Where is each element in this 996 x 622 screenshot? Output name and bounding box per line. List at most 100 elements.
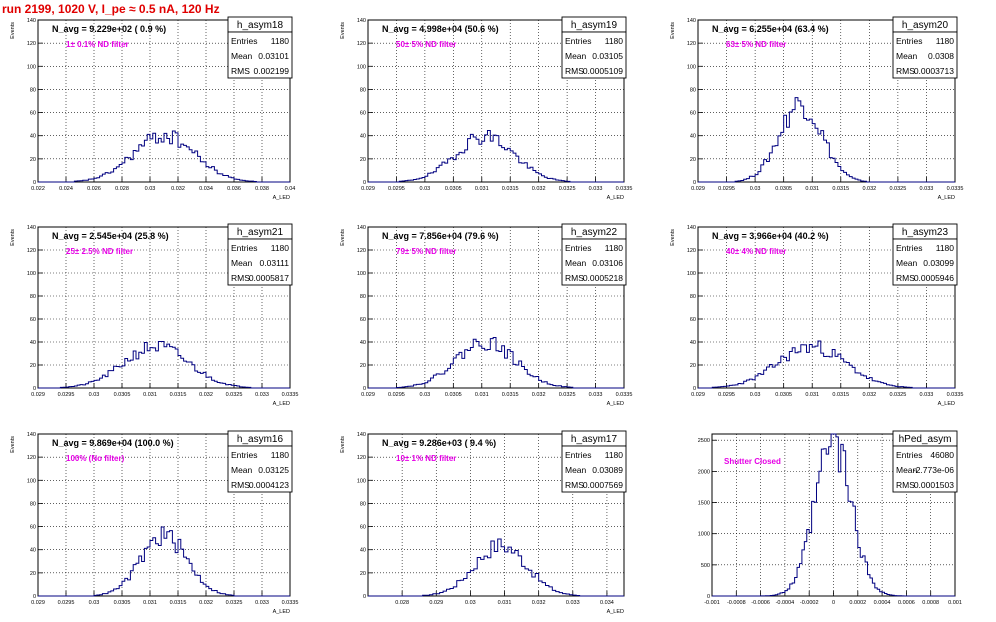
y-tick-label: 80 (690, 87, 696, 93)
y-tick-label: 80 (360, 87, 366, 93)
y-axis-label: Events (670, 22, 676, 39)
y-tick-label: 60 (360, 111, 366, 117)
x-tick-label: 0.0325 (559, 186, 576, 192)
y-tick-label: 20 (30, 363, 36, 369)
x-tick-label: 0.031 (143, 392, 157, 398)
x-tick-label: 0.0315 (502, 186, 519, 192)
x-axis-label: A_LED (938, 195, 955, 201)
x-tick-label: 0.0315 (832, 186, 849, 192)
y-tick-label: 0 (363, 594, 366, 600)
histogram-panel-h_asym19: 0.029 0.0295 0.03 0.0305 0.031 0.0315 0.032 0.0… (340, 16, 633, 201)
x-tick-label: 0.0335 (282, 600, 299, 606)
x-tick-label: 0.0335 (616, 186, 633, 192)
y-tick-label: 140 (357, 225, 366, 231)
stats-rms-value: 0.0001503 (914, 480, 954, 490)
x-tick-label: 0.034 (199, 186, 213, 192)
y-tick-label: 2500 (698, 438, 710, 444)
histogram-bars (698, 340, 955, 389)
y-tick-label: 0 (693, 386, 696, 392)
stats-mean-label: Mean (896, 258, 918, 268)
stats-rms-value: 0.0005817 (249, 273, 289, 283)
histogram-bars (368, 538, 624, 597)
stats-box (892, 445, 958, 493)
y-tick-label: 60 (30, 317, 36, 323)
x-tick-label: 0.022 (31, 186, 45, 192)
filter-label: 25± 2.5% ND filter (66, 247, 133, 256)
x-tick-label: 0.0004 (874, 600, 891, 606)
x-tick-label: 0.033 (589, 186, 603, 192)
y-tick-label: 60 (360, 525, 366, 531)
y-tick-label: 20 (690, 157, 696, 163)
y-tick-label: 120 (27, 41, 36, 47)
y-tick-label: 80 (30, 87, 36, 93)
y-tick-label: 120 (687, 248, 696, 254)
y-tick-label: 140 (357, 18, 366, 24)
x-tick-label: 0.0295 (718, 186, 735, 192)
avg-label: N_avg = 9.869e+04 (100.0 %) (52, 438, 174, 448)
y-tick-label: 140 (27, 432, 36, 438)
avg-label: N_avg = 6.255e+04 (63.4 %) (712, 24, 829, 34)
x-tick-label: 0.03 (750, 186, 761, 192)
x-axis-label: A_LED (607, 401, 624, 407)
x-axis-label: A_LED (273, 195, 290, 201)
stats-entries-value: 1180 (605, 36, 624, 46)
y-tick-label: 120 (357, 248, 366, 254)
avg-label: N_avg = 2.545e+04 (25.8 %) (52, 231, 169, 241)
stats-mean-label: Mean (565, 51, 587, 61)
y-tick-label: 80 (30, 294, 36, 300)
run-title: run 2199, 1020 V, I_pe ≈ 0.5 nA, 120 Hz (2, 2, 220, 16)
y-tick-label: 120 (27, 248, 36, 254)
y-tick-label: 20 (360, 157, 366, 163)
stats-entries-label: Entries (896, 450, 922, 460)
x-tick-label: 0.036 (227, 186, 241, 192)
stats-rms-value: 0.0007569 (583, 480, 623, 490)
stats-rms-value: 0.0005946 (914, 273, 954, 283)
histogram-bars (38, 130, 290, 183)
x-tick-label: -0.0002 (800, 600, 819, 606)
y-tick-label: 80 (360, 501, 366, 507)
histogram-bars (38, 526, 290, 597)
stats-rms-value: 0.002199 (254, 66, 290, 76)
y-axis-label: Events (10, 22, 16, 39)
y-tick-label: 140 (27, 18, 36, 24)
y-tick-label: 40 (690, 340, 696, 346)
x-tick-label: 0.033 (255, 600, 269, 606)
x-axis-label: A_LED (273, 609, 290, 615)
x-tick-label: 0.0315 (832, 392, 849, 398)
stats-entries-value: 1180 (936, 36, 955, 46)
y-tick-label: 40 (360, 340, 366, 346)
y-tick-label: 140 (687, 18, 696, 24)
histogram-panel-h_asym17: 0.028 0.029 0.03 0.031 0.032 0.033 0.034 0 20 40 6… (340, 430, 627, 615)
y-tick-label: 60 (690, 317, 696, 323)
y-tick-label: 140 (357, 432, 366, 438)
y-tick-label: 20 (360, 571, 366, 577)
x-tick-label: 0.0295 (58, 600, 75, 606)
stats-entries-value: 1180 (605, 450, 624, 460)
x-tick-label: 0.029 (361, 186, 375, 192)
stats-mean-label: Mean (565, 465, 587, 475)
y-axis-label: Events (670, 229, 676, 246)
x-tick-label: 0.032 (532, 392, 546, 398)
x-tick-label: 0.031 (143, 600, 157, 606)
histogram-bars (712, 433, 955, 597)
x-tick-label: 0.032 (862, 392, 876, 398)
x-tick-label: 0.0315 (170, 600, 187, 606)
y-tick-label: 120 (357, 41, 366, 47)
histogram-bars (368, 130, 624, 183)
stats-mean-value: 0.03099 (923, 258, 954, 268)
stats-mean-value: -2.773e-06 (913, 465, 954, 475)
y-tick-label: 60 (690, 111, 696, 117)
stats-rms-label: RMS (565, 66, 584, 76)
stats-rms-value: 0.0004123 (249, 480, 289, 490)
stats-entries-label: Entries (231, 450, 257, 460)
histogram-panel-h_asym22: 0.029 0.0295 0.03 0.0305 0.031 0.0315 0.032 0.0… (340, 223, 632, 407)
x-tick-label: 0.031 (475, 186, 489, 192)
y-tick-label: 60 (30, 111, 36, 117)
x-tick-label: -0.0008 (727, 600, 746, 606)
x-tick-label: 0.031 (498, 600, 512, 606)
stats-entries-label: Entries (565, 450, 591, 460)
y-tick-label: 1000 (698, 532, 710, 538)
stats-box (892, 238, 958, 286)
x-tick-label: 0.0008 (922, 600, 939, 606)
x-tick-label: 0.0295 (388, 392, 405, 398)
